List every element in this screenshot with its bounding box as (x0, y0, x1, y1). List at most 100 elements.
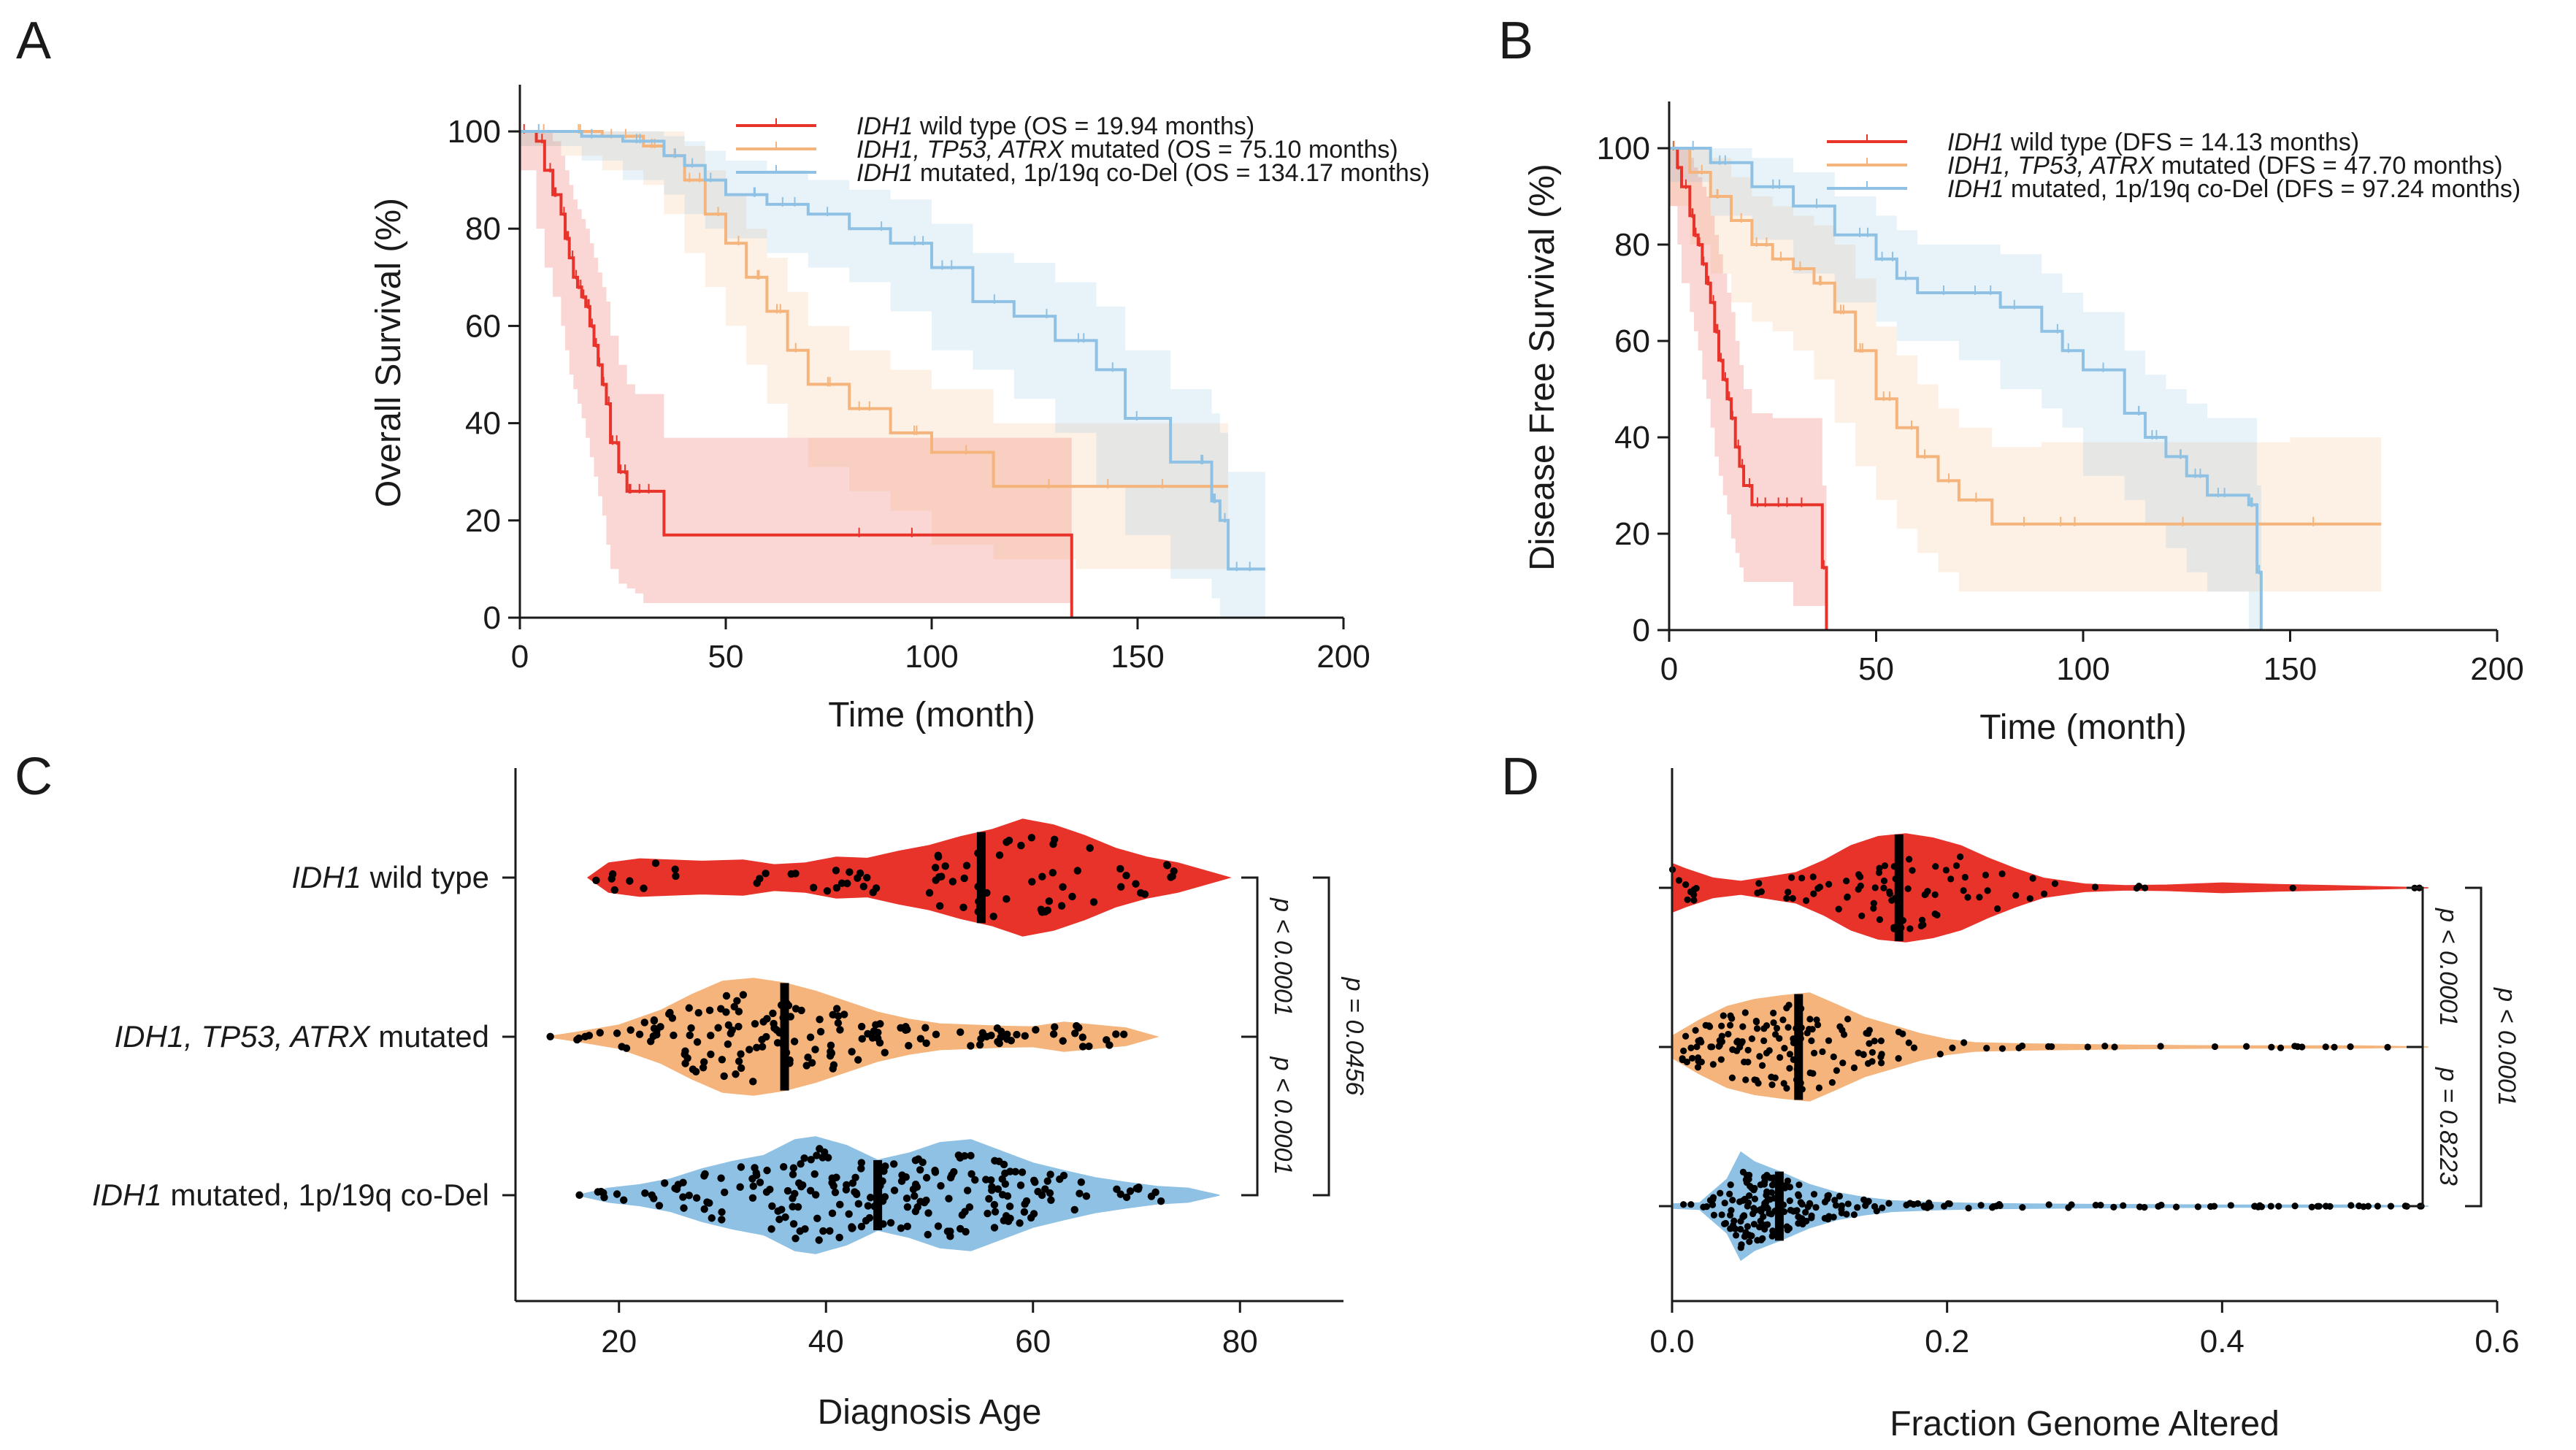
y-tick-label: 80 (1614, 227, 1650, 263)
data-point (1679, 1055, 1686, 1062)
data-point (2065, 1204, 2072, 1211)
data-point (2111, 1043, 2118, 1051)
legend-entry-tp53: IDH1, TP53, ATRX mutated (DFS = 47.70 mo… (1947, 152, 2503, 180)
data-point (1844, 893, 1851, 900)
data-point (975, 897, 983, 905)
data-point (1806, 1016, 1814, 1023)
data-point (756, 875, 764, 883)
data-point (924, 1209, 932, 1217)
data-point (800, 1154, 808, 1162)
group-gene-names: IDH1 (92, 1178, 162, 1212)
data-point (1001, 1169, 1009, 1178)
data-point (763, 1166, 771, 1175)
data-point (1757, 1181, 1764, 1189)
data-point (1073, 867, 1081, 875)
x-tick-label: 0 (511, 639, 529, 675)
data-point (1739, 1213, 1747, 1221)
data-point (916, 1166, 924, 1174)
data-point (700, 1205, 708, 1213)
data-point (870, 1027, 878, 1035)
data-point (787, 870, 795, 878)
data-point (819, 1227, 827, 1235)
panel-letter: D (1501, 748, 1539, 806)
data-point (1793, 1207, 1801, 1214)
data-point (1810, 1049, 1818, 1056)
data-point (1768, 1189, 1776, 1196)
data-point (2267, 1202, 2274, 1210)
data-point (804, 1053, 812, 1062)
data-point (780, 1163, 788, 1171)
data-point (1071, 1029, 1079, 1037)
data-point (1089, 898, 1098, 906)
p-value-label: p < 0.0001 (1269, 897, 1297, 1016)
data-point (1045, 897, 1054, 905)
data-point (670, 1031, 678, 1040)
legend-entry-codel: IDH1 mutated, 1p/19q co-Del (DFS = 97.24… (1947, 175, 2521, 203)
data-point (1854, 1204, 1861, 1211)
data-point (762, 870, 770, 878)
data-point (1690, 891, 1698, 899)
data-point (781, 1213, 789, 1221)
data-point (1880, 877, 1888, 885)
data-point (1726, 1021, 1734, 1029)
data-point (851, 1173, 859, 1181)
data-point (775, 1215, 783, 1224)
data-point (1821, 1215, 1828, 1222)
data-point (1742, 1076, 1749, 1083)
data-point (599, 1189, 607, 1197)
data-point (1776, 1191, 1784, 1198)
data-point (671, 865, 679, 873)
data-point (651, 859, 660, 867)
data-point (2299, 1043, 2306, 1051)
data-point (1906, 925, 1914, 932)
group-description: mutated, 1p/19q co-Del (162, 1178, 489, 1212)
data-point (626, 1026, 635, 1034)
data-point (1751, 1195, 1758, 1202)
data-point (2331, 1043, 2338, 1051)
data-point (1682, 1032, 1690, 1040)
data-point (836, 1200, 844, 1209)
data-point (1799, 1220, 1806, 1228)
data-point (962, 862, 971, 870)
data-point (1773, 1024, 1781, 1032)
data-point (931, 864, 940, 872)
data-point (1007, 1037, 1016, 1045)
data-point (1032, 1026, 1040, 1034)
data-point (1866, 1040, 1873, 1047)
data-point (1739, 1197, 1747, 1204)
data-point (1812, 1204, 1820, 1211)
data-point (1898, 924, 1905, 932)
data-point (753, 1043, 761, 1052)
data-point (848, 1223, 856, 1231)
data-point (649, 1032, 657, 1040)
legend-gene-names: IDH1 (1947, 128, 2004, 156)
data-point (705, 1006, 714, 1015)
data-point (965, 1203, 974, 1211)
data-point (2387, 1202, 2395, 1210)
data-point (1785, 889, 1792, 896)
data-point (1906, 1200, 1914, 1207)
data-point (721, 1188, 729, 1197)
data-point (1056, 1175, 1064, 1184)
data-point (1795, 1181, 1803, 1189)
data-point (1905, 1039, 1912, 1046)
data-point (991, 1208, 1000, 1216)
data-point (1011, 1167, 1019, 1176)
group-label-tp53: IDH1, TP53, ATRX mutated (114, 1019, 489, 1054)
data-point (808, 1059, 816, 1067)
data-point (890, 1186, 899, 1194)
data-point (2045, 1201, 2052, 1208)
data-point (1998, 1045, 2006, 1052)
data-point (1718, 1211, 1725, 1219)
data-point (932, 1030, 940, 1039)
data-point (1855, 871, 1863, 878)
significance-bracket (1313, 876, 1330, 1197)
data-point (974, 849, 982, 857)
data-point (1768, 1211, 1775, 1218)
data-point (1895, 1055, 1902, 1062)
data-point (2251, 1202, 2258, 1210)
data-point (1878, 1051, 1885, 1058)
data-point (870, 1202, 878, 1211)
data-point (1117, 883, 1125, 891)
data-point (1783, 1005, 1790, 1012)
